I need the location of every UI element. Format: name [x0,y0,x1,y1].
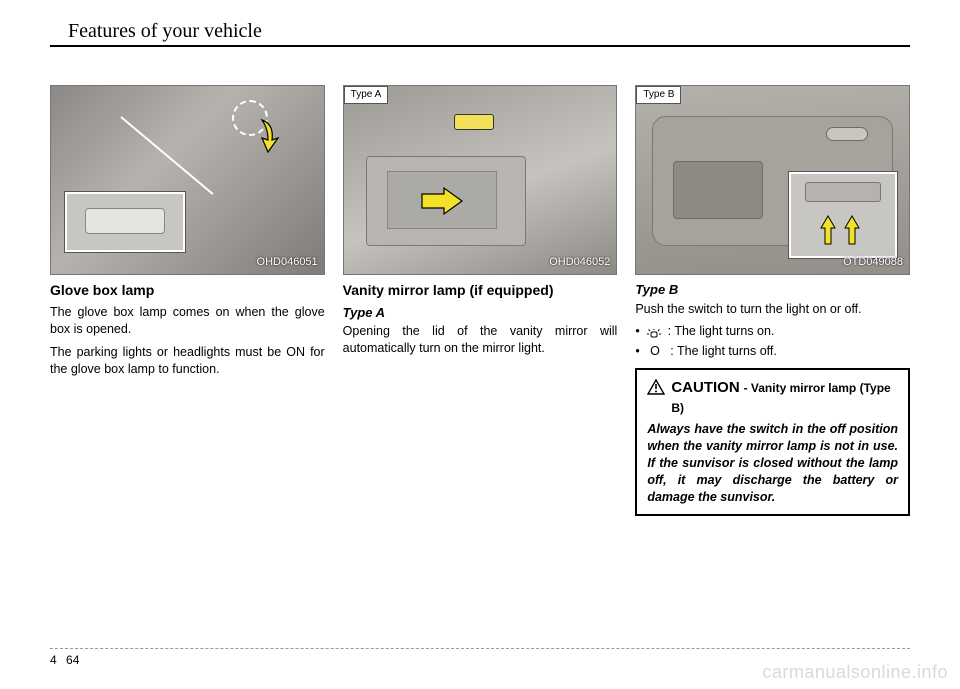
body-text: Push the switch to turn the light on or … [635,301,910,318]
off-symbol: O [650,344,660,358]
arrow-right-icon [418,186,468,216]
body-text: The glove box lamp comes on when the glo… [50,304,325,338]
arrow-up-icon [819,214,837,248]
caution-box: CAUTION - Vanity mirror lamp (Type B) Al… [635,368,910,516]
figure-code: OHD046051 [257,255,318,270]
type-a-label: Type A [343,304,618,322]
warning-icon [647,379,665,395]
figure-glove-box: OHD046051 [50,85,325,275]
type-b-label: Type B [635,281,910,299]
caution-body: Always have the switch in the off positi… [647,421,898,505]
figure-badge: Type A [344,86,389,104]
column-right: Type B OTD049 [635,85,910,516]
footer-section: 4 [50,653,57,667]
footer-page-number: 64 [66,653,79,667]
column-left: OHD046051 Glove box lamp The glove box l… [50,85,325,516]
figure-code: OTD049088 [843,255,903,270]
heading-vanity-mirror-lamp: Vanity mirror lamp (if equipped) [343,281,618,300]
list-item: • : The light turns on. [635,323,910,340]
heading-glove-box-lamp: Glove box lamp [50,281,325,300]
list-item-text: : The light turns on. [668,324,775,338]
caution-title-main: CAUTION [671,379,739,396]
body-text: The parking lights or headlights must be… [50,344,325,378]
switch-state-list: • : The light turns on. [635,323,910,360]
watermark: carmanualsonline.info [762,662,948,683]
figure-vanity-type-b: Type B OTD049 [635,85,910,275]
page-header-title: Features of your vehicle [68,20,910,43]
header-rule [50,45,910,47]
figure-badge: Type B [636,86,681,104]
column-middle: Type A OHD046052 Vanity mirror lamp (if … [343,85,618,516]
arrow-up-icon [843,214,861,248]
figure-vanity-type-a: Type A OHD046052 [343,85,618,275]
list-item-text: : The light turns off. [670,344,777,358]
arrow-down-icon [252,116,280,156]
caution-title: CAUTION - Vanity mirror lamp (Type B) [647,378,898,417]
body-text: Opening the lid of the vanity mirror wil… [343,323,618,357]
content-columns: OHD046051 Glove box lamp The glove box l… [50,85,910,516]
light-on-icon [647,327,661,337]
list-item: • O : The light turns off. [635,343,910,360]
figure-code: OHD046052 [549,255,610,270]
